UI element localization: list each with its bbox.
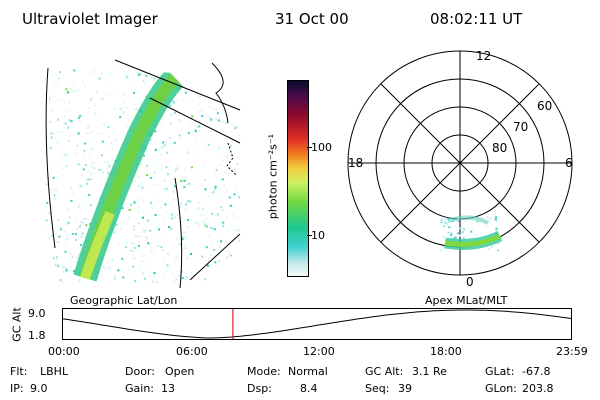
geo-grid-line [149,97,241,144]
geo-grid-line [45,67,56,249]
geo-grid-line [114,59,241,111]
geo-grid-line [189,233,241,281]
info-ip-label: IP: [10,382,24,395]
auroral-oval-polar [444,233,502,247]
altitude-curve [62,309,573,339]
mlt-label-18: 18 [348,156,363,170]
colorbar [287,80,309,277]
timeline-ytop: 9.0 [28,307,46,320]
auroral-oval-polar-faint [447,215,489,225]
mlt-label-6: 6 [565,156,573,170]
timeline-xtick: 00:00 [48,345,80,358]
info-flt-label: Flt: [10,365,28,378]
geo-speckle-layer [45,68,240,283]
info-glat-value: -67.8 [522,365,551,378]
info-gcalt-label: GC Alt: [365,365,404,378]
geo-panel-label: Geographic Lat/Lon [70,294,178,307]
timeline-xtick: 18:00 [430,345,462,358]
colorbar-tick-mark [307,235,312,236]
mlat-label-60: 60 [537,99,552,113]
info-door-value: Open [165,365,195,378]
info-seq-value: 39 [398,382,412,395]
coastline [226,142,237,176]
info-flt-value: LBHL [40,365,69,378]
info-glon-label: GLon: [485,382,517,395]
polar-mlat-mlt-plot: 12 0 18 6 60 70 80 [347,49,573,288]
info-door-label: Door: [125,365,155,378]
timeline-xtick: 06:00 [176,345,208,358]
colorbar-tick-10: 10 [311,229,325,242]
timeline-ybottom: 1.8 [28,329,46,342]
info-gain-label: Gain: [125,382,154,395]
info-mode-label: Mode: [247,365,281,378]
geographic-auroral-image [45,59,241,288]
polar-panel-label: Apex MLat/MLT [425,294,508,307]
date-label: 31 Oct 00 [275,10,349,28]
colorbar-unit-label: photon cm⁻²s⁻¹ [266,133,280,220]
info-glon-value: 203.8 [522,382,554,395]
timeline-ylabel: GC Alt [10,307,24,342]
colorbar-tick-100: 100 [311,141,332,154]
coastline [211,62,229,124]
instrument-title: Ultraviolet Imager [22,10,158,28]
colorbar-tick-mark [307,147,312,148]
timeline-xtick: 23:59 [556,345,588,358]
timeline-xtick: 12:00 [303,345,335,358]
time-label: 08:02:11 UT [430,10,523,28]
orbit-altitude-timeline [62,308,573,340]
info-glat-label: GLat: [485,365,515,378]
info-gain-value: 13 [161,382,175,395]
info-mode-value: Normal [288,365,328,378]
info-seq-label: Seq: [365,382,390,395]
polar-diagonal [380,83,540,243]
auroral-oval-geo-bright [80,211,115,280]
info-dsp-label: Dsp: [247,382,272,395]
info-ip-value: 9.0 [30,382,48,395]
mlat-label-80: 80 [492,141,507,155]
mlt-label-12: 12 [476,49,491,63]
info-gcalt-value: 3.1 Re [412,365,447,378]
info-dsp-value: 8.4 [300,382,318,395]
mlt-label-0: 0 [466,275,474,288]
geo-grid-line [174,177,183,288]
mlat-label-70: 70 [513,120,528,134]
